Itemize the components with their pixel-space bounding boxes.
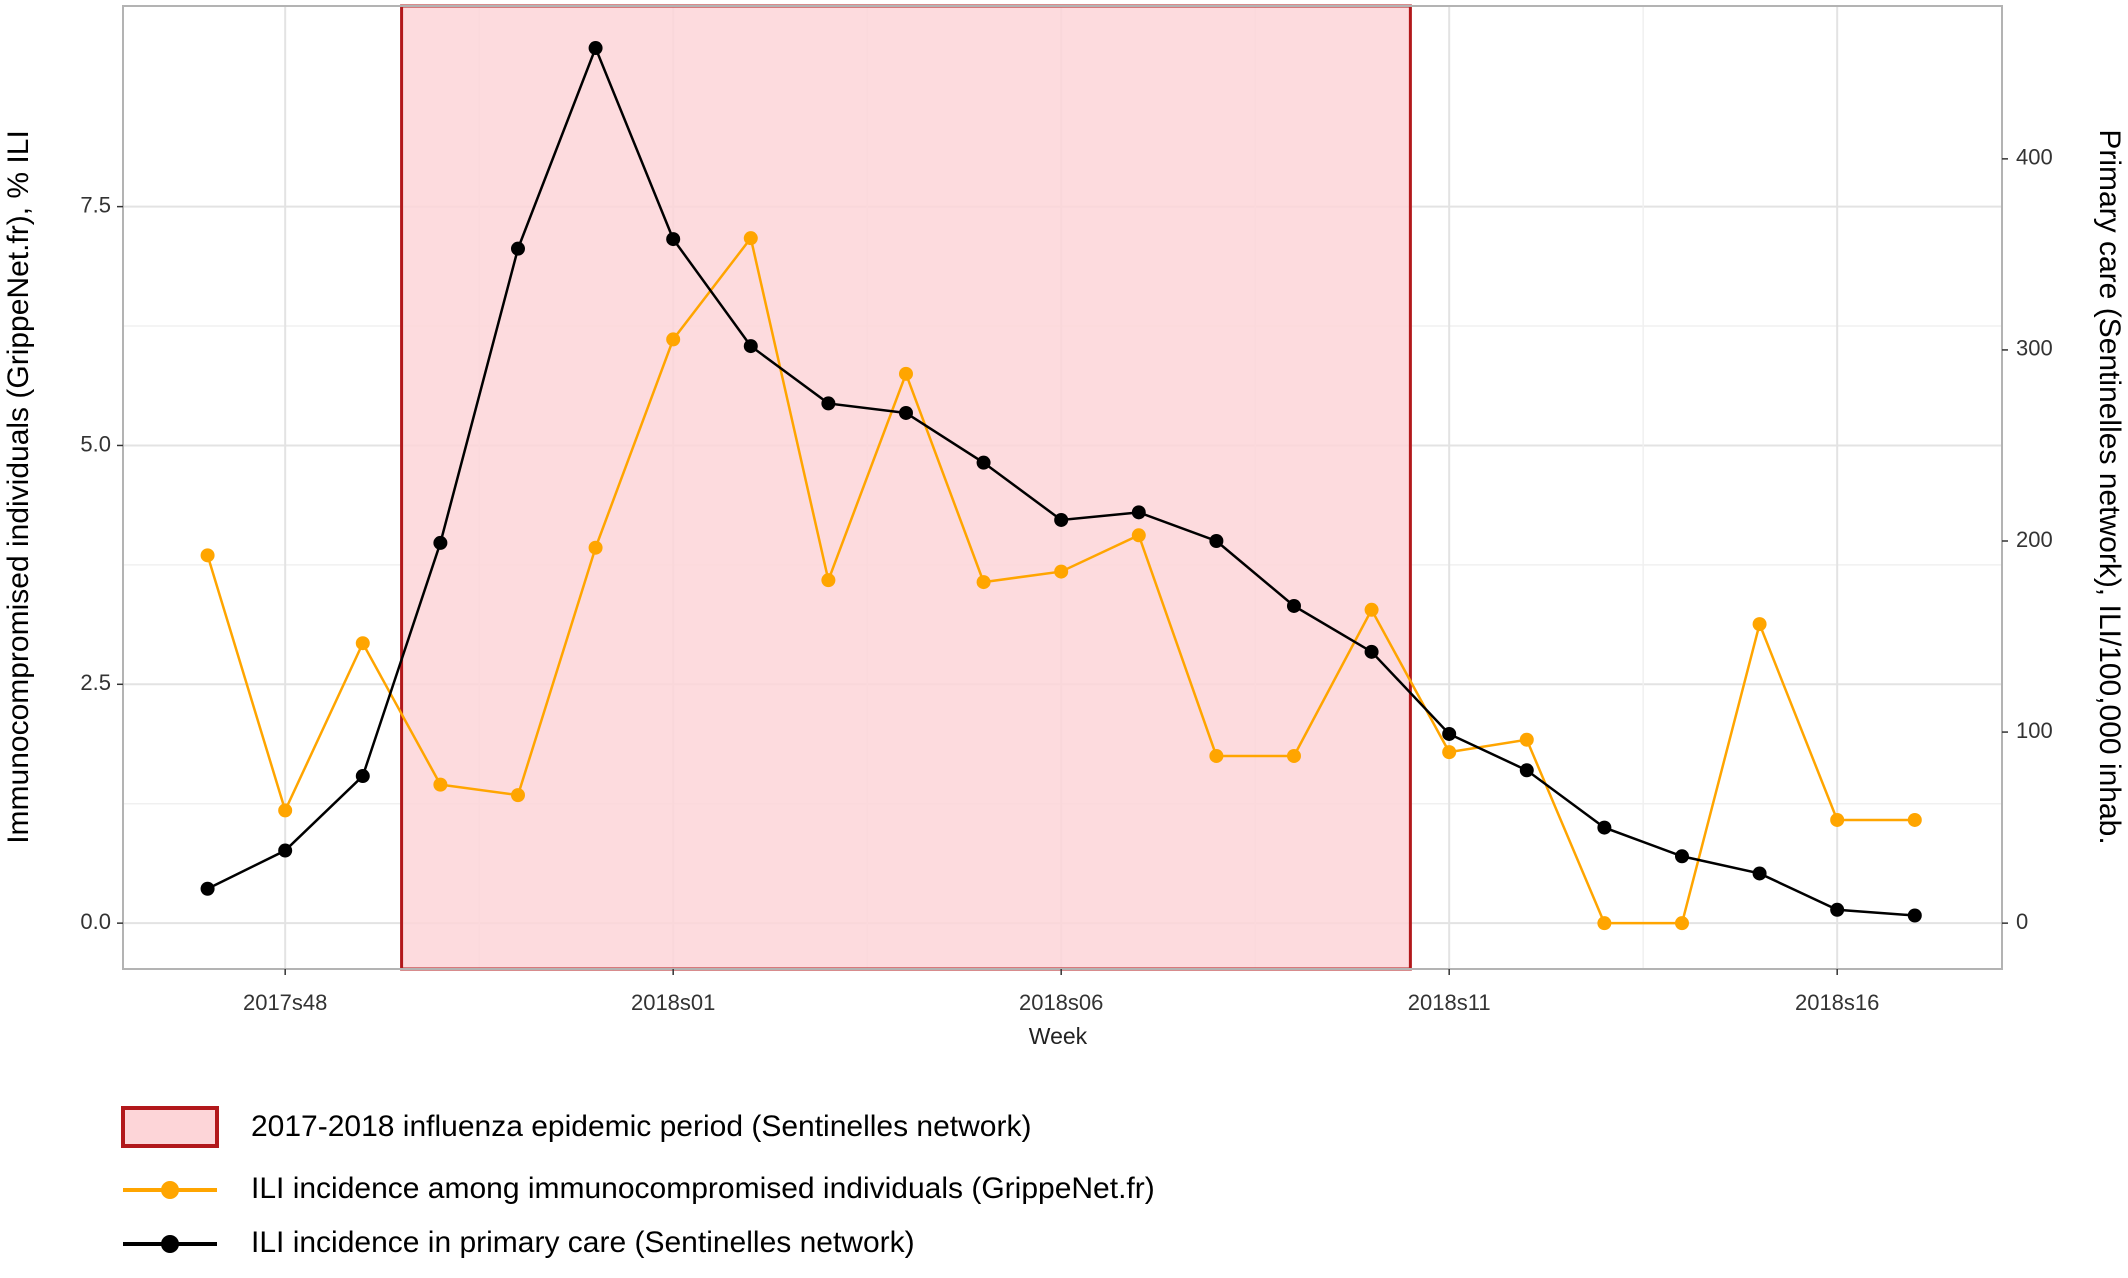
data-point [976,455,991,470]
data-point [588,540,603,555]
x-tick-label: 2018s06 [1019,990,1103,1015]
data-point [1054,512,1069,527]
x-tick-label: 2018s01 [631,990,715,1015]
data-point [898,366,913,381]
legend-marker [161,1235,179,1253]
data-point [1674,916,1689,931]
y-tick-label: 5.0 [80,431,111,456]
legend-label: ILI incidence among immunocompromised in… [251,1172,1155,1205]
data-point [1209,534,1224,548]
data-point [200,548,215,563]
y-tick-label: 7.5 [80,192,111,217]
data-point [510,241,525,256]
data-point [976,575,991,590]
legend-swatch [121,1106,219,1148]
legend-marker [161,1181,179,1199]
y2-tick-label: 100 [2016,718,2053,743]
data-point [588,41,603,56]
y2-tick-label: 400 [2016,145,2053,170]
data-point [1364,602,1379,617]
data-point [1286,748,1301,763]
y-tick-label: 2.5 [80,670,111,695]
data-point [1209,748,1224,763]
x-tick-label: 2018s11 [1408,990,1491,1015]
data-point [1907,812,1922,827]
data-point [1519,732,1534,747]
data-point [1597,916,1612,931]
data-point [355,769,370,784]
data-point [433,535,448,550]
x-tick-label: 2018s16 [1795,990,1879,1015]
data-point [1597,820,1612,835]
y-tick-label: 0.0 [80,909,111,934]
legend-label: ILI incidence in primary care (Sentinell… [251,1226,915,1259]
data-point [1907,908,1922,923]
data-point [1519,763,1534,778]
data-point [743,231,758,246]
y2-axis-title: Primary care (Sentinelles network), ILI/… [2093,129,2126,844]
y2-tick-label: 300 [2016,336,2053,361]
data-point [1752,617,1767,632]
data-point [1286,598,1301,613]
data-point [278,803,293,818]
legend-label: 2017-2018 influenza epidemic period (Sen… [251,1110,1031,1143]
data-point [666,332,681,347]
data-point [898,405,913,420]
data-point [1131,505,1146,520]
x-tick-label: 2017s48 [243,990,327,1015]
data-point [278,843,293,858]
data-point [1131,528,1146,543]
data-point [1752,866,1767,881]
epidemic-period [400,4,1412,971]
data-point [1830,902,1845,917]
plot-border [122,5,2003,970]
data-point [1830,812,1845,827]
data-point [200,881,215,896]
data-point [1054,564,1069,579]
data-point [433,777,448,792]
y-axis-title: Immunocompromised individuals (GrippeNet… [2,130,35,844]
data-point [666,232,681,247]
data-point [510,788,525,803]
data-point [1674,849,1689,864]
data-point [821,396,836,411]
y2-tick-label: 200 [2016,527,2053,552]
data-point [821,573,836,588]
x-axis-title: Week [1029,1023,1088,1049]
y2-tick-label: 0 [2016,909,2028,934]
data-point [355,636,370,651]
data-point [743,339,758,354]
data-point [1442,745,1457,760]
data-point [1442,726,1457,741]
data-point [1364,644,1379,659]
